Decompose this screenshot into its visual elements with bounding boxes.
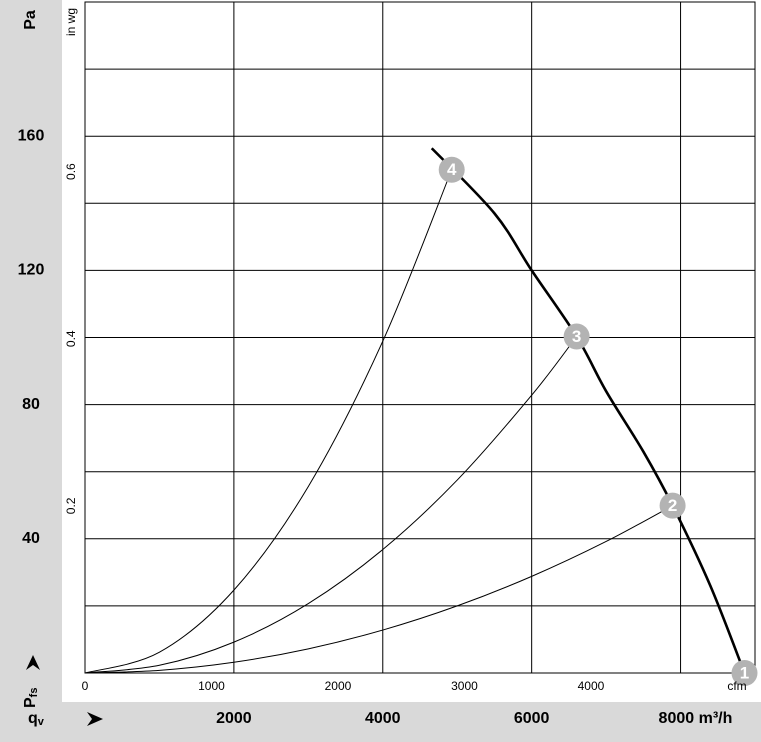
- y2-tick-label: 0.2: [64, 497, 78, 514]
- x-tick-label: 4000: [365, 710, 401, 727]
- y-tick-label: 160: [18, 127, 45, 144]
- point-label: 3: [572, 327, 581, 346]
- y-tick-label: 40: [22, 530, 40, 547]
- labels: 40 80 120 160 2000 4000 6000 8000 m³/h 0 1000 2000…: [18, 127, 733, 727]
- curve: [430, 147, 746, 674]
- y-arrow: [26, 655, 40, 670]
- x2-unit: cfm: [727, 679, 746, 693]
- x-arrow: [87, 712, 103, 726]
- point-label: 1: [740, 663, 749, 682]
- x-tick-label: 8000 m³/h: [659, 710, 733, 727]
- y2-tick-label: 0.6: [64, 163, 78, 180]
- x-tick-label: 6000: [514, 710, 550, 727]
- y-label-sub: fs: [28, 688, 40, 698]
- x-label-sub: v: [38, 716, 45, 728]
- y-label: Pfs: [22, 688, 40, 708]
- x-label-main: q: [28, 710, 38, 727]
- operating-point: [731, 660, 758, 686]
- point-label: 4: [447, 160, 457, 179]
- curve: [84, 169, 453, 674]
- operating-point: [659, 492, 686, 519]
- x-tick-label: 2000: [216, 710, 252, 727]
- curve: [84, 505, 673, 674]
- y-unit: Pa: [22, 10, 39, 30]
- y-tick-label: 120: [18, 262, 45, 279]
- point-label: 2: [668, 496, 677, 515]
- left-band: [0, 0, 62, 742]
- x2-tick-label: 4000: [578, 679, 605, 693]
- y-tick-label: 80: [22, 396, 40, 413]
- bottom-band: [0, 702, 761, 742]
- y2-tick-label: 0.4: [64, 330, 78, 347]
- operating-point: [563, 323, 590, 350]
- x2-tick-label: 1000: [198, 679, 225, 693]
- x2-tick-label: 2000: [325, 679, 352, 693]
- operating-point: [438, 156, 465, 183]
- x2-tick-label: 3000: [451, 679, 478, 693]
- curves: 1 2 3 4: [84, 147, 758, 686]
- curve: [84, 336, 578, 674]
- x2-tick-label: 0: [82, 679, 89, 693]
- y-label-main: P: [22, 697, 39, 708]
- grid: [85, 2, 755, 673]
- y2-unit: in wg: [64, 8, 78, 36]
- x-label: qv: [28, 710, 45, 728]
